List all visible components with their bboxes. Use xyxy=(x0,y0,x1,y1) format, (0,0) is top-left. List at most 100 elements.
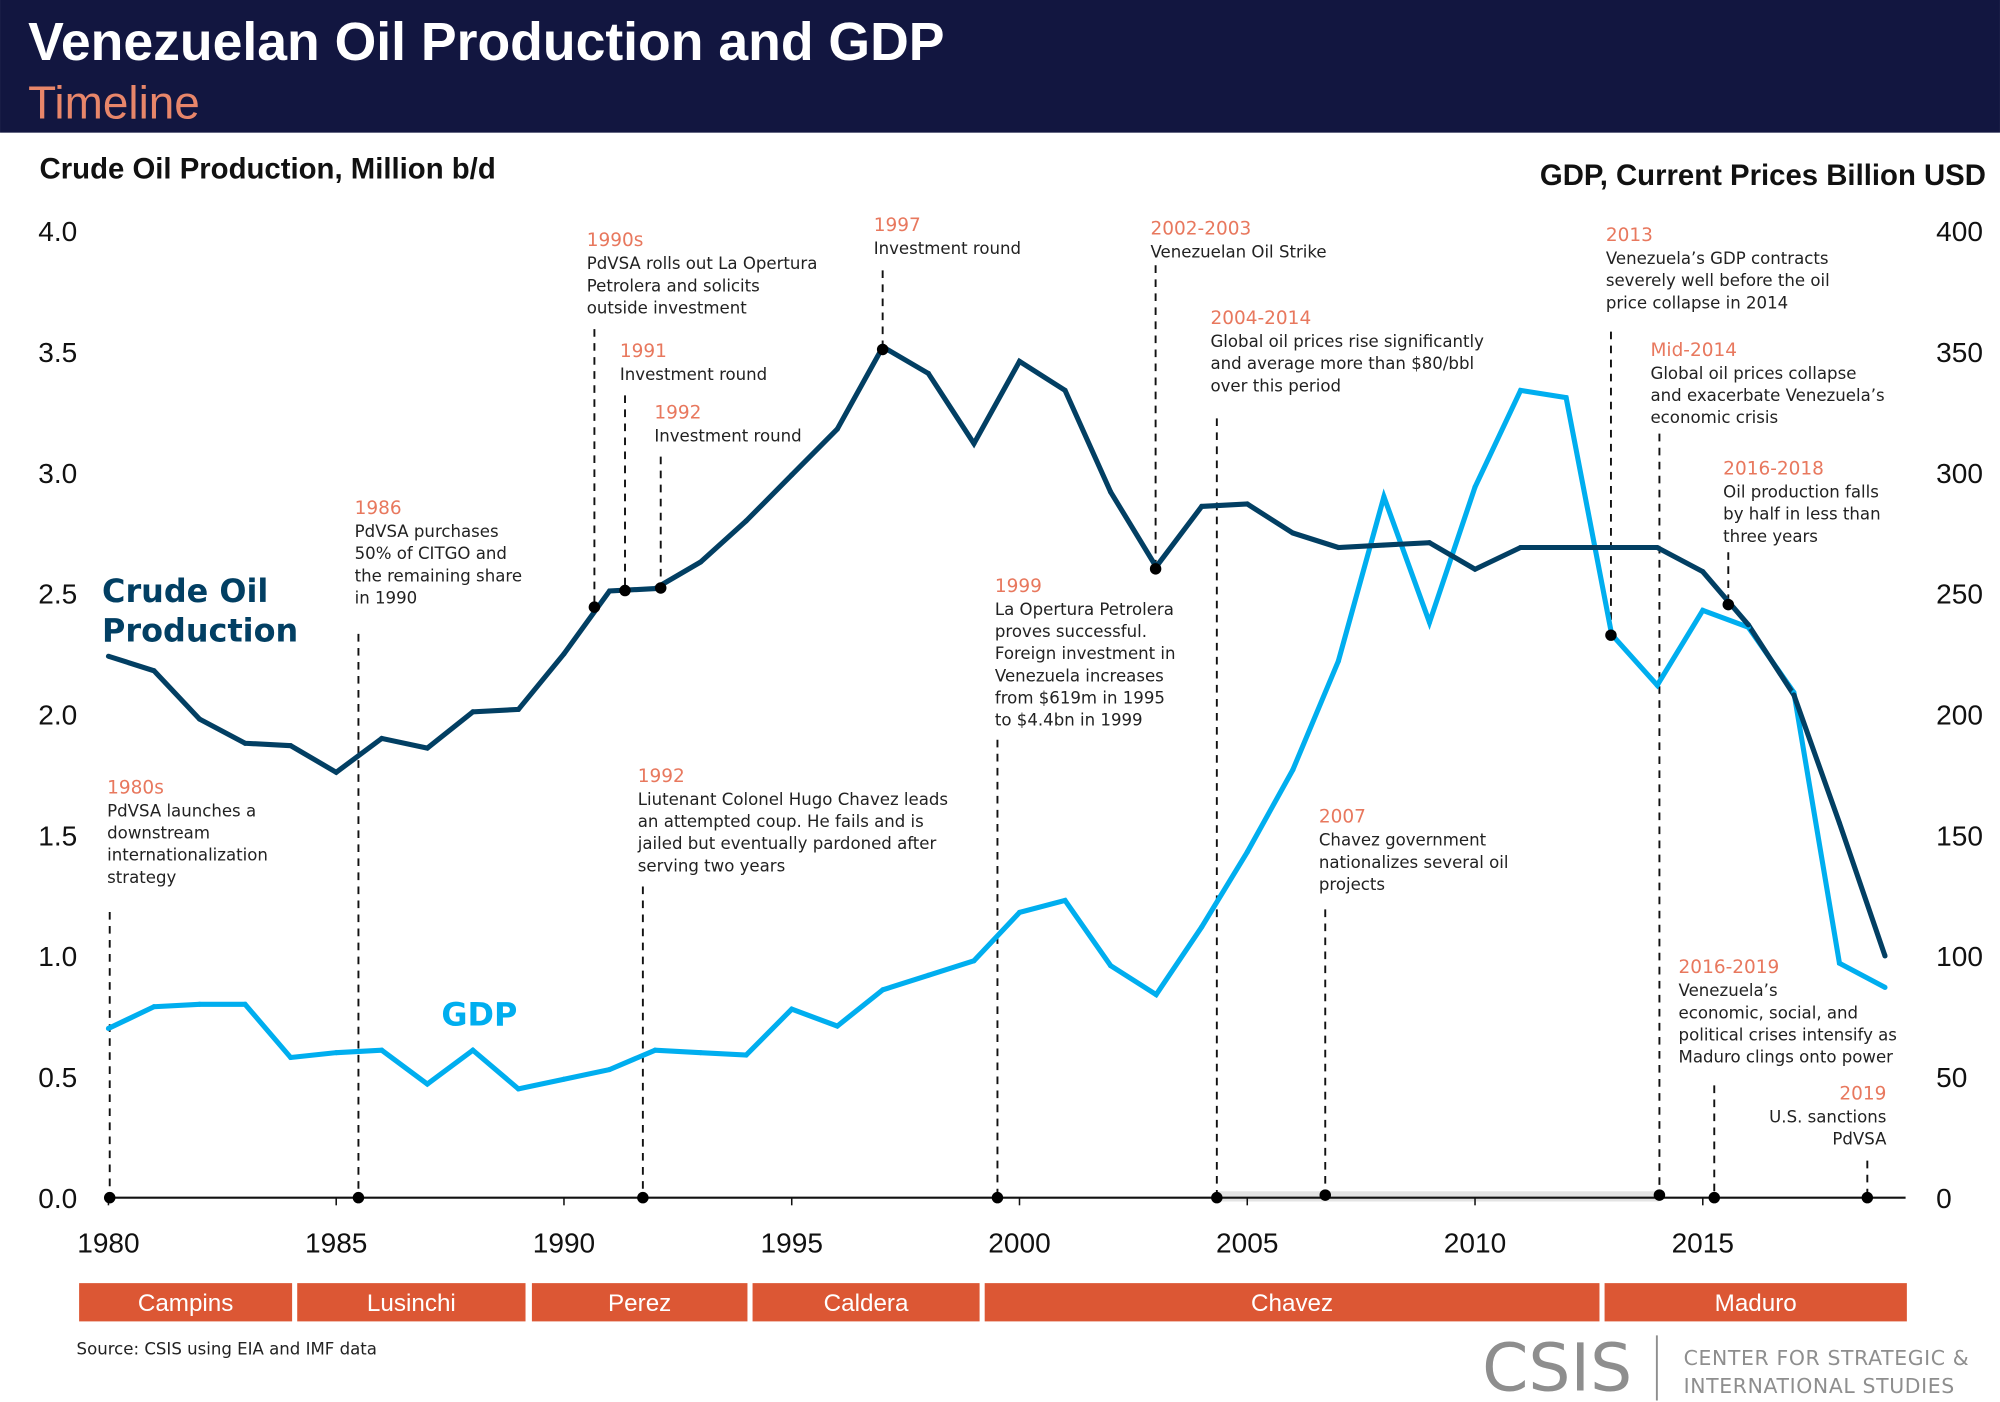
gdp-data-point xyxy=(1244,849,1250,855)
oil-data-point xyxy=(698,559,704,565)
x-tick-label: 1995 xyxy=(761,1228,823,1259)
annotation-year: 1991 xyxy=(620,341,667,362)
right-tick-label: 350 xyxy=(1936,337,1983,368)
annotation-text: Global oil prices collapse xyxy=(1650,364,1856,383)
annotation-text: PdVSA purchases xyxy=(355,522,499,541)
annotation: 1986 PdVSA purchases 50% of CITGO and the r… xyxy=(355,498,522,1198)
chart-subtitle: Timeline xyxy=(28,77,200,129)
annotation-marker-dot xyxy=(588,601,601,613)
annotation-text: Petrolera and solicits xyxy=(587,276,760,295)
oil-data-point xyxy=(1426,540,1433,546)
annotation-marker-dot xyxy=(103,1191,116,1204)
gdp-data-point xyxy=(971,958,977,964)
annotation-text: economic crisis xyxy=(1650,408,1778,427)
gdp-data-point xyxy=(1153,992,1159,998)
csis-logo: CSIS CENTER FOR STRATEGIC & INTERNATIONA… xyxy=(1482,1328,1969,1402)
oil-data-point xyxy=(105,653,111,659)
gdp-series-line xyxy=(107,387,1887,1092)
annotation-text: over this period xyxy=(1210,376,1341,395)
president-bar: Campins xyxy=(79,1283,293,1322)
right-tick-label: 50 xyxy=(1936,1062,1967,1093)
gdp-data-point xyxy=(196,1001,203,1007)
annotation-marker-dot xyxy=(876,343,889,356)
oil-data-point xyxy=(470,709,476,715)
right-tick-label: 400 xyxy=(1936,216,1983,247)
gdp-data-point xyxy=(1335,658,1341,664)
annotation-text: in 1990 xyxy=(355,589,418,608)
x-tick-label: 2005 xyxy=(1216,1228,1278,1259)
annotation-year: 2016-2019 xyxy=(1679,957,1780,978)
oil-data-point xyxy=(1791,692,1797,698)
annotation-year: 1980s xyxy=(107,777,164,798)
oil-data-point xyxy=(196,716,203,722)
annotation: Mid-2014 Global oil prices collapse and ex… xyxy=(1650,340,1885,1196)
left-tick-label: 3.5 xyxy=(38,337,77,368)
annotation-year: 2016-2018 xyxy=(1723,458,1824,479)
annotation-marker-dot xyxy=(352,1191,365,1204)
president-name: Caldera xyxy=(824,1290,909,1317)
president-bar-rect xyxy=(1604,1283,1907,1322)
president-name: Campins xyxy=(138,1290,234,1317)
annotation-marker-dot xyxy=(1149,563,1162,575)
gdp-data-point xyxy=(652,1047,658,1053)
left-tick-label: 1.0 xyxy=(38,941,77,972)
right-tick-label: 100 xyxy=(1936,941,1983,972)
oil-data-point xyxy=(1199,503,1205,509)
oil-data-point xyxy=(1836,820,1842,826)
right-axis-title: GDP, Current Prices Billion USD xyxy=(1540,159,1986,192)
gdp-data-point xyxy=(1700,607,1706,613)
gdp-data-point xyxy=(470,1047,476,1053)
annotation-year: 2019 xyxy=(1839,1083,1886,1104)
annotation-text: 50% of CITGO and xyxy=(355,544,507,563)
chart-title: Venezuelan Oil Production and GDP xyxy=(28,13,944,72)
oil-data-point xyxy=(1108,489,1114,495)
oil-data-point xyxy=(288,743,294,749)
gdp-data-point xyxy=(925,972,931,978)
annotation-text: Maduro clings onto power xyxy=(1679,1048,1894,1067)
oil-data-point xyxy=(606,588,613,594)
annotation-text: PdVSA xyxy=(1832,1130,1887,1149)
annotation-text: Liutenant Colonel Hugo Chavez leads xyxy=(638,790,948,809)
gdp-data-point xyxy=(1882,984,1888,990)
annotation-text: Venezuela increases xyxy=(995,666,1164,685)
right-tick-label: 200 xyxy=(1936,699,1983,730)
annotation-text: by half in less than xyxy=(1723,505,1880,524)
annotation: 1999 La Opertura Petrolera proves successf… xyxy=(995,576,1176,1198)
left-tick-label: 2.5 xyxy=(38,579,77,610)
annotation: 1990s PdVSA rolls out La Opertura Petroler… xyxy=(587,230,818,608)
annotation-text: Oil production falls xyxy=(1723,482,1879,501)
annotation-text: nationalizes several oil xyxy=(1319,853,1509,872)
oil-data-point xyxy=(1290,530,1296,536)
president-bar: Chavez xyxy=(984,1283,1600,1322)
oil-data-point xyxy=(379,735,385,741)
annotation-marker-dot xyxy=(1653,1189,1666,1201)
president-bar: Lusinchi xyxy=(297,1283,526,1322)
x-tick-label: 1980 xyxy=(77,1228,139,1259)
period-band-2004-2014 xyxy=(1216,1191,1660,1202)
annotation-text: PdVSA rolls out La Opertura xyxy=(587,254,818,273)
annotation-text: from $619m in 1995 xyxy=(995,689,1165,708)
annotation-text: and average more than $80/bbl xyxy=(1210,354,1474,373)
annotation-text: La Opertura Petrolera xyxy=(995,600,1174,619)
right-tick-label: 250 xyxy=(1936,579,1983,610)
annotation-text: U.S. sanctions xyxy=(1769,1107,1886,1126)
oil-data-point xyxy=(971,441,977,447)
oil-data-point xyxy=(1062,387,1068,393)
oil-data-point xyxy=(333,769,339,775)
csis-logo-line2: INTERNATIONAL STUDIES xyxy=(1684,1374,1955,1398)
oil-data-point xyxy=(515,706,521,712)
gdp-data-point xyxy=(242,1001,248,1007)
gdp-data-point xyxy=(424,1081,430,1087)
left-tick-label: 0.5 xyxy=(38,1062,77,1093)
gdp-data-point xyxy=(698,1050,704,1056)
x-tick-label: 2010 xyxy=(1444,1228,1506,1259)
gdp-data-point xyxy=(1654,682,1660,688)
oil-data-point xyxy=(1654,544,1660,551)
gdp-data-point xyxy=(1381,494,1387,500)
source-note: Source: CSIS using EIA and IMF data xyxy=(77,1340,377,1359)
annotation-text: Chavez government xyxy=(1319,831,1487,850)
annotation-text: jailed but eventually pardoned after xyxy=(637,834,937,853)
annotation: 1992 Investment round xyxy=(654,402,802,588)
annotation-text: Investment round xyxy=(874,239,1021,258)
